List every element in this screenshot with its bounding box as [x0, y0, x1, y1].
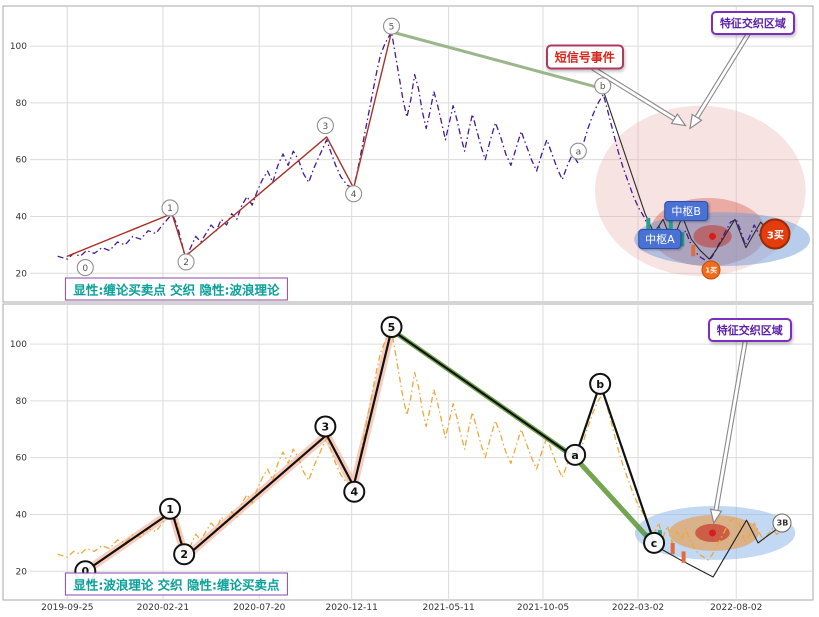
- wave-point-circle: [569, 142, 587, 160]
- wave-point-circle: [589, 372, 612, 395]
- wave-point-circle: [594, 77, 612, 95]
- pivot-bar: [668, 213, 673, 231]
- pivot-bar: [657, 227, 662, 245]
- x-axis-tick-label: 2021-10-05: [517, 603, 569, 613]
- wave-point-label: 1: [166, 503, 174, 516]
- wave-point-circle: [345, 185, 363, 203]
- pivot-center-dot: [708, 529, 716, 537]
- y-axis-tick-label: 60: [16, 454, 28, 464]
- pivot-center-dot: [708, 232, 716, 240]
- wave-point-circle: [173, 543, 196, 566]
- annotation-arrow-head: [670, 112, 687, 127]
- wave-point-label: a: [576, 147, 582, 157]
- annotation-arrow-body: [714, 339, 747, 512]
- wave-point-circle: [161, 199, 179, 217]
- y-axis-tick-label: 40: [16, 510, 28, 520]
- y-axis-tick-label: 20: [16, 567, 28, 577]
- y-axis-tick-label: 60: [16, 156, 28, 166]
- x-axis-tick-label: 2020-07-20: [233, 603, 286, 613]
- y-axis-tick-label: 20: [16, 269, 28, 279]
- wave-point-circle: [643, 531, 666, 554]
- annotation-arrow-head: [689, 113, 703, 130]
- pivot-bar: [646, 217, 651, 238]
- pivot-bar: [681, 551, 686, 563]
- price-line: [57, 31, 782, 263]
- wave-point-label: b: [600, 82, 606, 92]
- wave-point-label: 0: [81, 565, 89, 578]
- wave-point-label: 5: [389, 22, 395, 32]
- x-axis-tick-label: 2020-12-11: [326, 603, 378, 613]
- wave-point-circle: [316, 117, 334, 135]
- wave-point-label: 2: [180, 548, 188, 561]
- wave-point-label: 4: [350, 486, 358, 499]
- y-axis-tick-label: 80: [16, 397, 28, 407]
- x-axis-tick-label: 2021-05-11: [422, 603, 474, 613]
- wave-point-label: a: [571, 449, 578, 462]
- y-axis-tick-label: 100: [10, 340, 27, 350]
- wave-point-circle: [382, 17, 401, 35]
- wave-point-circle: [76, 259, 94, 277]
- y-axis-tick-label: 40: [16, 212, 28, 222]
- wave-line: [66, 31, 393, 257]
- wave-point-label: 2: [183, 258, 189, 268]
- wave-point-label: 1: [167, 204, 173, 214]
- wave-point-label: 5: [388, 321, 396, 334]
- annotation-arrow-body: [592, 67, 676, 121]
- wave-point-label: 3: [323, 122, 329, 132]
- annotation-arrow-head: [709, 508, 723, 525]
- x-axis-tick-label: 2020-02-21: [137, 603, 189, 613]
- x-axis-tick-label: 2019-09-25: [41, 603, 93, 613]
- pivot-bar: [680, 232, 685, 247]
- price-line: [57, 329, 782, 561]
- wave-point-label: 0: [82, 264, 88, 274]
- wave-point-circle: [564, 443, 587, 466]
- wave-point-label: b: [596, 378, 604, 391]
- pivot-bar: [670, 542, 675, 555]
- x-axis-tick-label: 2022-03-02: [612, 603, 664, 613]
- trend-line: [390, 30, 605, 91]
- pivot-bar: [691, 244, 696, 257]
- wave-point-label: c: [651, 537, 658, 550]
- annotation-arrow-body: [695, 33, 750, 119]
- wave-point-circle: [159, 497, 182, 520]
- tail-line: [654, 519, 782, 578]
- wave-point-circle: [343, 480, 366, 503]
- x-axis-tick-label: 2022-08-02: [710, 603, 762, 613]
- y-axis-tick-label: 80: [16, 99, 28, 109]
- wave-point-circle: [314, 415, 337, 438]
- wave-point-label: 3: [322, 420, 330, 433]
- wave-point-label: 4: [351, 190, 357, 200]
- wave-point-circle: [380, 316, 403, 339]
- wave-point-circle: [177, 253, 195, 271]
- y-axis-tick-label: 100: [10, 42, 27, 52]
